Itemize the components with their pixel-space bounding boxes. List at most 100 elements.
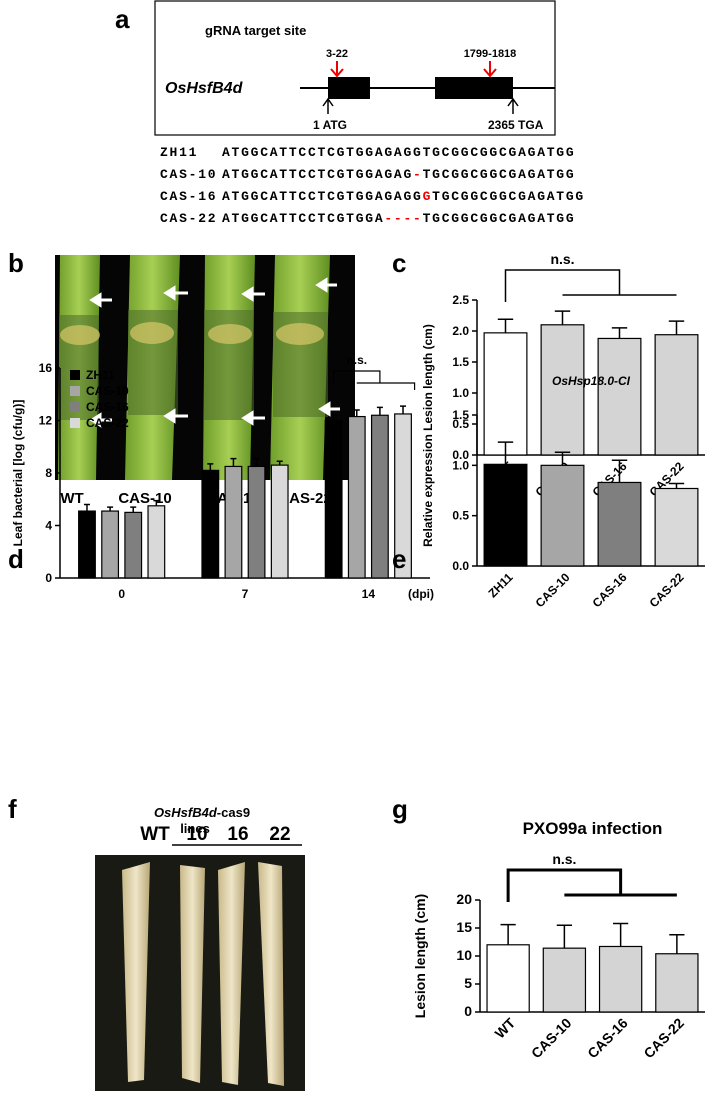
error-bar xyxy=(330,414,337,421)
sequence-part: TGCGGCGGCGAGATGG xyxy=(423,211,576,226)
sequence-part: ATGGCATTCCTCGTGGAGAG xyxy=(222,167,413,182)
legend-label: CAS-22 xyxy=(86,416,129,430)
bar xyxy=(247,465,266,579)
y-axis-label: Relative expression xyxy=(421,434,435,547)
bar xyxy=(597,337,642,456)
target-label: 3-22 xyxy=(326,48,348,60)
panel-label: a xyxy=(115,4,130,34)
bar xyxy=(540,324,585,456)
bar xyxy=(147,505,166,579)
exon xyxy=(328,77,370,99)
y-tick-label: 5 xyxy=(464,975,472,991)
sequence-name: CAS-22 xyxy=(160,211,217,226)
header-gene: OsHsfB4d xyxy=(154,805,218,820)
bar xyxy=(542,947,587,1013)
x-tick-label: CAS-10 xyxy=(533,570,573,610)
error-bar xyxy=(669,933,685,954)
bar xyxy=(597,481,642,567)
x-tick-label: CAS-10 xyxy=(528,1015,575,1062)
y-tick-label: 4 xyxy=(45,519,52,533)
y-tick-label: 8 xyxy=(45,466,52,480)
bar xyxy=(540,464,585,567)
sequence-part: TGCGGCGGCGAGATGG xyxy=(423,167,576,182)
sequence-part: TGCGGCGGCGAGATGG xyxy=(432,189,585,204)
y-tick-label: 0.0 xyxy=(452,448,469,462)
start-label: 1 ATG xyxy=(313,118,347,132)
significance-bracket xyxy=(504,269,677,302)
legend-swatch xyxy=(70,402,80,412)
panel-label: f xyxy=(8,794,17,824)
sequence-part: ATGGCATTCCTCGTGGAGAGGTGCGGCGGCGAGATGG xyxy=(222,145,575,160)
panel-label: c xyxy=(392,248,406,278)
end-label: 2365 TGA xyxy=(488,118,544,132)
sequence-part: ATGGCATTCCTCGTGGA xyxy=(222,211,384,226)
photo-label: CAS-10 xyxy=(118,490,171,507)
bar xyxy=(347,415,366,579)
error-bar xyxy=(130,506,137,513)
bar xyxy=(78,510,96,579)
bar xyxy=(370,414,389,579)
x-tick-label: 7 xyxy=(242,587,249,601)
error-bar xyxy=(497,441,514,465)
y-tick-label: 0.0 xyxy=(452,559,469,573)
x-tick-label: 0 xyxy=(118,587,125,601)
significance-label: n.s. xyxy=(552,851,576,867)
gene-name: OsHsfB4d xyxy=(165,80,244,97)
diagram-box xyxy=(154,0,556,136)
y-tick-label: 20 xyxy=(456,891,472,907)
significance-label: n.s. xyxy=(346,353,367,367)
error-bar xyxy=(500,923,516,945)
bar xyxy=(483,463,528,567)
error-bar xyxy=(611,327,628,339)
y-tick-label: 15 xyxy=(456,919,472,935)
legend-swatch xyxy=(70,418,80,428)
sequence: ATGGCATTCCTCGTGGAGAGGGTGCGGCGGCGAGATGG xyxy=(222,189,585,204)
bar xyxy=(486,944,530,1013)
mutation: - xyxy=(413,167,423,182)
error-bar xyxy=(668,482,685,489)
error-bar xyxy=(276,460,283,466)
y-tick-label: 16 xyxy=(39,361,53,375)
photo-label: 16 xyxy=(227,824,248,845)
sequence-name: CAS-16 xyxy=(160,189,217,204)
error-bar xyxy=(207,463,214,471)
bar xyxy=(124,511,143,579)
y-tick-label: 12 xyxy=(39,414,53,428)
significance-bracket xyxy=(506,868,677,902)
error-bar xyxy=(556,924,572,949)
bar xyxy=(270,464,289,579)
legend-label: ZH11 xyxy=(86,368,115,382)
sequences: ZH11 ATGGCATTCCTCGTGGAGAGGTGCGGCGGCGAGATG… xyxy=(160,145,585,226)
error-bar xyxy=(153,499,160,506)
x-tick-label: 14 xyxy=(362,587,376,601)
photo-label: 10 xyxy=(186,824,207,845)
chart-title: OsHsp18.0-CI xyxy=(552,374,631,388)
y-tick-label: 0.5 xyxy=(452,417,469,431)
photo-label: CAS-22 xyxy=(278,490,331,507)
bar xyxy=(201,469,220,579)
sequence: ATGGCATTCCTCGTGGAGAGGTGCGGCGGCGAGATGG xyxy=(222,145,575,160)
panel-label: g xyxy=(392,794,408,824)
error-bar xyxy=(613,922,629,947)
mutation: G xyxy=(423,189,433,204)
bar xyxy=(324,419,343,579)
error-bar xyxy=(83,503,90,512)
bar xyxy=(654,334,699,456)
x-tick-label: ZH11 xyxy=(485,570,515,600)
y-axis-label: Leaf bacterial [log (cfu/g)] xyxy=(11,400,25,547)
photo-label: WT xyxy=(60,490,83,507)
bar xyxy=(655,953,699,1013)
photo-label: WT xyxy=(140,824,170,845)
x-unit: (dpi) xyxy=(408,587,434,601)
error-bar xyxy=(611,459,628,483)
error-bar xyxy=(230,457,237,467)
header-rest: -cas9 xyxy=(217,805,250,820)
y-tick-label: 0 xyxy=(45,571,52,585)
y-tick-label: 1.0 xyxy=(452,458,469,472)
chart-title: PXO99a infection xyxy=(523,819,663,838)
error-bar xyxy=(497,318,514,333)
photo-label: 22 xyxy=(269,824,290,845)
error-bar xyxy=(107,506,114,512)
x-tick-label: CAS-22 xyxy=(647,570,687,610)
